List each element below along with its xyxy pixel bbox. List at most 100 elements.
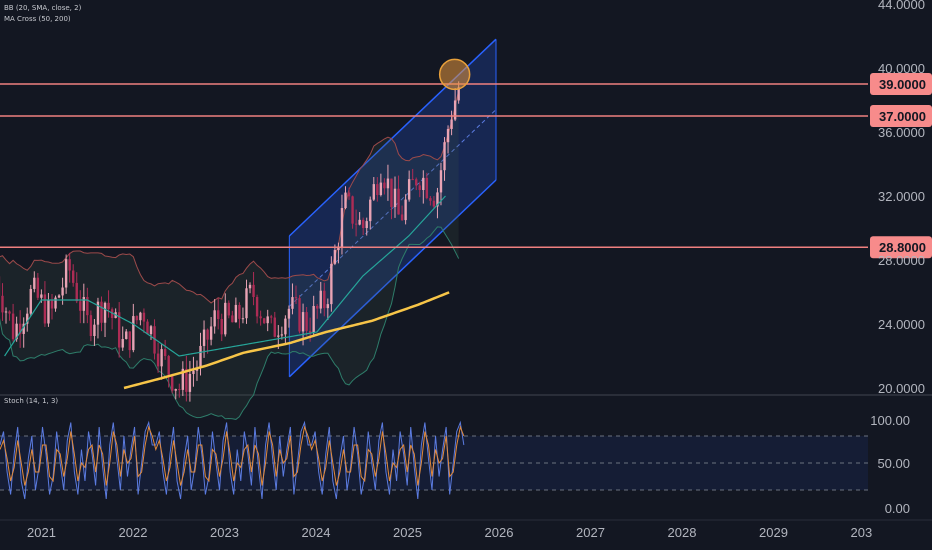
time-axis-label: 2027 xyxy=(576,525,605,540)
candle-body xyxy=(149,326,153,335)
candle-body xyxy=(248,284,252,289)
candle-body xyxy=(117,312,121,348)
horizontal-levels[interactable]: 39.0000 37.0000 28.8000 xyxy=(0,73,932,259)
candle-body xyxy=(301,312,305,332)
candle-body xyxy=(4,311,8,313)
candle-body xyxy=(450,119,453,129)
candle-body xyxy=(280,334,284,336)
candle-body xyxy=(160,349,163,367)
candle-body xyxy=(262,318,266,324)
candle-body xyxy=(86,297,89,316)
candle-body xyxy=(372,184,375,200)
candle-body xyxy=(369,199,372,222)
candle-body xyxy=(393,188,397,208)
ma50-line xyxy=(4,195,446,357)
time-axis-label: 2026 xyxy=(485,525,514,540)
candle-body xyxy=(347,192,351,197)
candle-body xyxy=(72,270,75,283)
legend-bb: BB (20, SMA, close, 2) xyxy=(4,4,82,12)
candle-body xyxy=(453,100,457,120)
grid xyxy=(0,394,932,521)
ma200-line xyxy=(123,291,450,390)
osc-axis-label: 0.00 xyxy=(885,501,910,516)
candle-body xyxy=(36,277,40,298)
candle-body xyxy=(50,299,54,309)
candle-body xyxy=(18,323,22,334)
candle-body xyxy=(54,297,57,309)
price-axis-label: 32.0000 xyxy=(878,189,925,204)
candle-body xyxy=(266,316,269,324)
candle-body xyxy=(390,178,393,208)
legend-ma-cross: MA Cross (50, 200) xyxy=(4,15,71,23)
candle-body xyxy=(443,142,446,171)
level-tag-text: 39.0000 xyxy=(879,77,926,92)
level-tag xyxy=(870,105,932,127)
candle-body xyxy=(79,301,82,311)
legend-stoch: Stoch (14, 1, 3) xyxy=(4,397,59,405)
candle-body xyxy=(209,326,213,340)
candle-body xyxy=(354,223,358,225)
level-tag xyxy=(870,73,932,95)
candle-body xyxy=(422,177,425,191)
candle-body xyxy=(142,312,146,322)
candle-body xyxy=(415,179,418,186)
time-axis-label: 2024 xyxy=(302,525,331,540)
time-axis-label: 2021 xyxy=(27,525,56,540)
bb-lower-line xyxy=(0,226,460,420)
candle-body xyxy=(33,277,36,289)
candle-body xyxy=(61,287,64,296)
candle-body xyxy=(294,297,298,299)
candle-body xyxy=(121,338,124,348)
price-axis-label: 28.0000 xyxy=(878,253,925,268)
candle-body xyxy=(425,177,429,199)
candle-body xyxy=(146,321,149,335)
candle-body xyxy=(96,301,100,325)
candle-body xyxy=(436,192,439,207)
candle-body xyxy=(26,313,29,324)
candle-body xyxy=(234,304,238,323)
trend-channel[interactable] xyxy=(288,38,497,378)
level-tag xyxy=(870,236,932,259)
candle-body xyxy=(439,170,443,193)
price-axis-label: 36.0000 xyxy=(878,125,925,140)
candle-body xyxy=(429,198,432,201)
candle-body xyxy=(227,302,231,316)
candle-body xyxy=(259,316,262,319)
candle-body xyxy=(323,290,326,309)
candle-body xyxy=(135,316,139,321)
candle-body xyxy=(252,284,255,298)
candle-body xyxy=(68,259,71,271)
candle-body xyxy=(287,308,291,319)
candle-body xyxy=(383,182,386,189)
time-axis-label: 203 xyxy=(851,525,873,540)
time-axis-label: 2023 xyxy=(210,525,239,540)
candle-body xyxy=(64,259,68,288)
candle-body xyxy=(40,294,43,298)
highlight-circle[interactable] xyxy=(438,58,471,91)
time-axis-label: 2028 xyxy=(668,525,697,540)
candle-body xyxy=(270,316,273,318)
time-axis[interactable]: 2021 2022 2023 2024 2025 2026 2027 2028 2029 203 xyxy=(27,525,872,540)
moving-averages xyxy=(4,195,450,390)
candle-body xyxy=(167,356,170,375)
candle-body xyxy=(57,295,61,298)
candle-body xyxy=(340,208,344,249)
candle-body xyxy=(337,248,340,251)
candle-body xyxy=(93,324,96,337)
candle-body xyxy=(418,185,421,191)
price-axis[interactable]: 44.0000 40.0000 36.0000 32.0000 28.0000 24.00… xyxy=(870,0,925,516)
candle-body xyxy=(132,316,135,351)
candle-body xyxy=(224,302,227,335)
candle-body xyxy=(174,389,177,391)
candle-body xyxy=(400,214,404,221)
candle-body xyxy=(457,87,460,101)
candle-body xyxy=(128,331,131,351)
level-tag-text: 37.0000 xyxy=(879,109,926,124)
candle-body xyxy=(220,318,223,335)
candle-body xyxy=(1,295,4,313)
candle-body xyxy=(386,178,390,189)
candle-body xyxy=(358,219,361,225)
channel-middle-line xyxy=(288,109,497,307)
candle-body xyxy=(255,297,259,317)
